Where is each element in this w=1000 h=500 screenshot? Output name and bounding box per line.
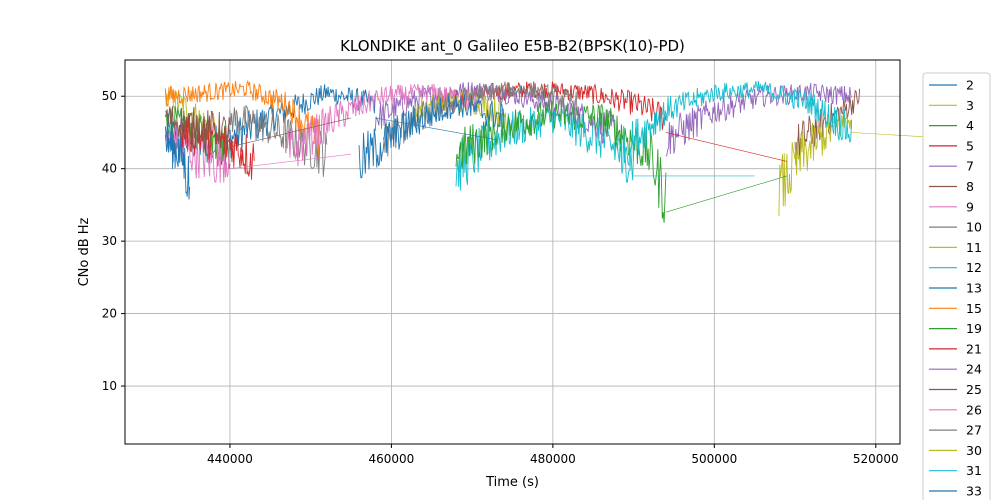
- legend-label-13: 13: [966, 281, 982, 296]
- series-line-13: [164, 123, 191, 200]
- legend-label-12: 12: [966, 260, 982, 275]
- legend-label-19: 19: [966, 321, 982, 336]
- legend-label-8: 8: [966, 179, 974, 194]
- connector-line: [229, 153, 352, 169]
- legend-label-21: 21: [966, 341, 982, 356]
- grid: [125, 60, 900, 444]
- legend-label-26: 26: [966, 402, 982, 417]
- y-tick-label: 50: [102, 89, 117, 103]
- series-line-31: [616, 80, 853, 174]
- legend-label-3: 3: [966, 98, 974, 113]
- legend-label-9: 9: [966, 199, 974, 214]
- connector-line: [665, 175, 788, 213]
- legend-label-33: 33: [966, 484, 982, 499]
- series-line-2: [164, 84, 376, 167]
- x-tick-label: 440000: [207, 452, 253, 466]
- legend-label-25: 25: [966, 382, 982, 397]
- connector-line: [665, 132, 788, 162]
- connector-line: [375, 117, 497, 140]
- y-axis-ticks: 10 20 30 40 50: [102, 89, 125, 393]
- y-tick-label: 20: [102, 307, 117, 321]
- series-line-19: [455, 100, 667, 223]
- legend-label-24: 24: [966, 362, 982, 377]
- chart-title: KLONDIKE ant_0 Galileo E5B-B2(BPSK(10)-P…: [340, 37, 685, 56]
- series-group: [164, 79, 861, 223]
- series-line-15: [164, 79, 320, 157]
- x-axis-ticks: 440000 460000 480000 500000 520000: [207, 444, 899, 466]
- y-tick-label: 40: [102, 162, 117, 176]
- legend-label-2: 2: [966, 78, 974, 93]
- x-tick-label: 520000: [853, 452, 899, 466]
- series-line-25: [164, 106, 231, 149]
- series-line-24: [665, 82, 853, 157]
- y-tick-label: 10: [102, 379, 117, 393]
- legend-label-31: 31: [966, 463, 982, 478]
- y-tick-label: 30: [102, 234, 117, 248]
- x-tick-label: 480000: [530, 452, 576, 466]
- series-line-33: [358, 94, 505, 179]
- plot-frame: [124, 59, 901, 445]
- connector-line: [229, 117, 352, 148]
- legend-label-15: 15: [966, 301, 982, 316]
- legend: 2 3 4 5 7 8 9 10 11 12 13 15 19 21 24 25 26 27 30 31 33: [922, 72, 991, 500]
- x-axis-label: Time (s): [485, 475, 539, 490]
- legend-label-5: 5: [966, 138, 974, 153]
- legend-label-30: 30: [966, 443, 982, 458]
- legend-label-27: 27: [966, 423, 982, 438]
- legend-box: [922, 72, 991, 500]
- y-axis-label: CNo dB Hz: [77, 217, 92, 286]
- x-tick-label: 500000: [691, 452, 737, 466]
- x-tick-label: 460000: [369, 452, 415, 466]
- series-line-10: [229, 104, 328, 177]
- legend-label-11: 11: [966, 240, 982, 255]
- legend-label-4: 4: [966, 118, 974, 133]
- legend-label-10: 10: [966, 220, 982, 235]
- legend-label-7: 7: [966, 159, 974, 174]
